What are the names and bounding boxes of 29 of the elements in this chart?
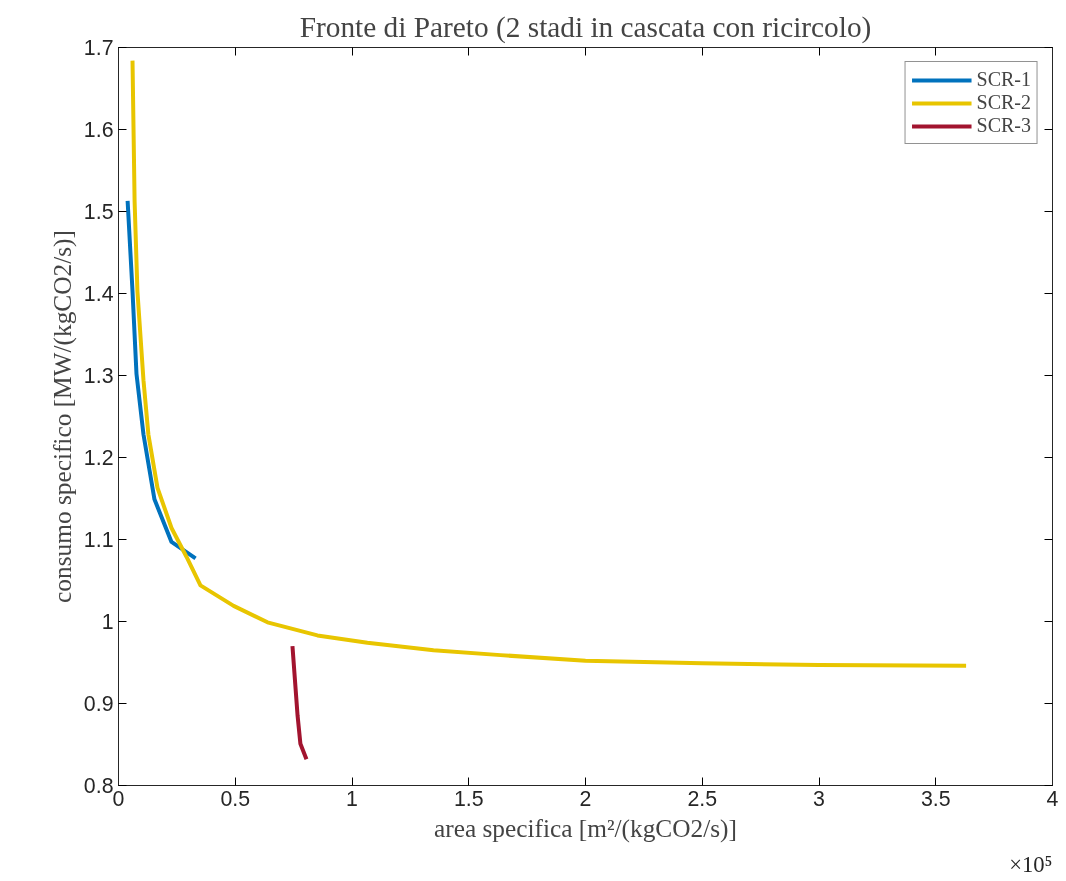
x-tick-label: 1.5 xyxy=(453,786,484,811)
line-series xyxy=(290,644,309,762)
line-series xyxy=(125,198,198,561)
y-tick-label: 1.5 xyxy=(83,200,114,224)
y-tick-label: 1.4 xyxy=(83,282,114,306)
x-tick-label: 3 xyxy=(813,786,825,811)
y-tick-label: 0.8 xyxy=(83,774,114,798)
text: ×10⁵ xyxy=(1009,851,1053,877)
chart-title: Fronte di Pareto (2 stadi in cascata con ricircolo) xyxy=(299,10,872,44)
y-tick-label: 1.2 xyxy=(83,446,114,470)
y-tick-label: 0.9 xyxy=(83,692,114,716)
line-series xyxy=(130,58,969,668)
legend-label: SCR-1 xyxy=(976,68,1031,91)
x-tick-label: 2 xyxy=(579,786,592,811)
y-tick-label: 1.3 xyxy=(83,364,114,388)
y-tick-label: 1.6 xyxy=(83,118,114,142)
x-tick-label: 0.5 xyxy=(220,786,251,811)
legend-label: SCR-2 xyxy=(976,91,1031,114)
x-tick-label: 0 xyxy=(112,786,125,811)
y-tick-label: 1.1 xyxy=(83,528,114,552)
legend-label: SCR-3 xyxy=(976,114,1031,137)
x-tick-label: 1 xyxy=(346,786,358,811)
x-tick-label: 4 xyxy=(1046,786,1059,811)
x-tick-label: 3.5 xyxy=(920,786,951,811)
x-tick-label: 2.5 xyxy=(687,786,718,811)
y-tick-label: 1.7 xyxy=(83,36,114,60)
y-tick-label: 1 xyxy=(101,610,114,634)
x-axis-title: area specifica [m²/(kgCO2/s)] xyxy=(434,813,737,843)
y-axis-title: consumo specifico [MW/(kgCO2/s)] xyxy=(47,230,77,603)
